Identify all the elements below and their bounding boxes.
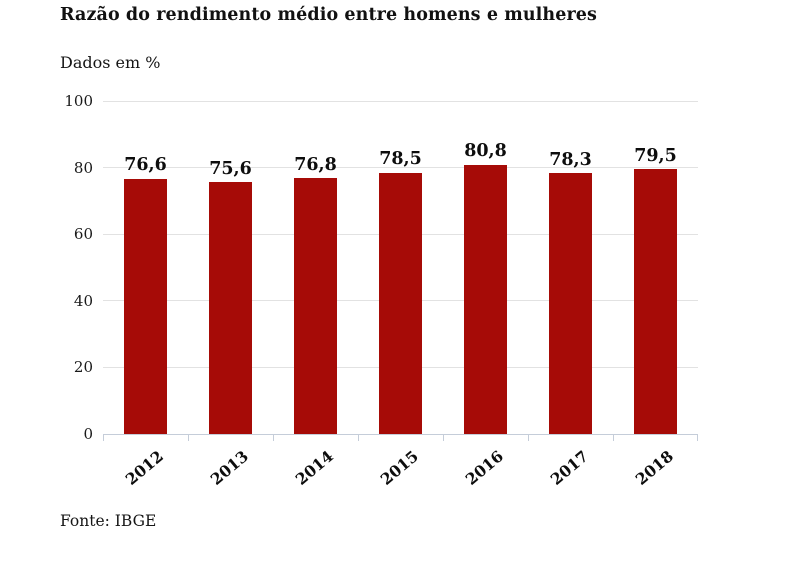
x-axis-line [103, 433, 698, 435]
y-gridline [103, 100, 698, 102]
x-axis-tick [697, 434, 698, 441]
bar [294, 178, 337, 434]
x-axis-tick [528, 434, 529, 441]
x-axis-tick [613, 434, 614, 441]
bar-value-label: 78,3 [549, 149, 592, 170]
bar [379, 172, 422, 434]
bar-value-label: 78,5 [379, 149, 422, 170]
bar-value-label: 80,8 [464, 141, 507, 162]
y-gridline [103, 167, 698, 169]
bar [124, 178, 167, 434]
bar-value-label: 79,5 [634, 145, 677, 166]
plot-area: 76,6 2012 75,6 2013 76,8 2014 78,5 2015 80,8 2016… [103, 100, 698, 489]
bar [634, 169, 677, 434]
bar [549, 173, 592, 434]
y-axis-tick-label: 40 [73, 291, 93, 310]
chart-title: Razão do rendimento médio entre homens e… [60, 5, 597, 25]
y-axis-tick-label: 100 [64, 92, 93, 110]
y-axis-tick-label: 80 [73, 158, 93, 177]
x-axis-tick [103, 434, 104, 441]
x-axis-tick [358, 434, 359, 441]
bar [209, 182, 252, 434]
bar-chart: 76,6 2012 75,6 2013 76,8 2014 78,5 2015 80,8 2016… [58, 91, 768, 521]
y-axis-tick-label: 20 [73, 358, 93, 377]
y-axis-tick-label: 0 [83, 425, 93, 443]
y-axis-tick-label: 60 [73, 225, 93, 244]
source-note: Fonte: IBGE [60, 512, 157, 530]
bar-value-label: 76,6 [124, 155, 167, 176]
x-axis-tick [188, 434, 189, 441]
bar-value-label: 76,8 [294, 154, 337, 175]
bar-value-label: 75,6 [209, 158, 252, 179]
bar [464, 164, 507, 434]
x-axis-tick [273, 434, 274, 441]
chart-subtitle: Dados em % [60, 53, 161, 72]
x-axis-tick [443, 434, 444, 441]
